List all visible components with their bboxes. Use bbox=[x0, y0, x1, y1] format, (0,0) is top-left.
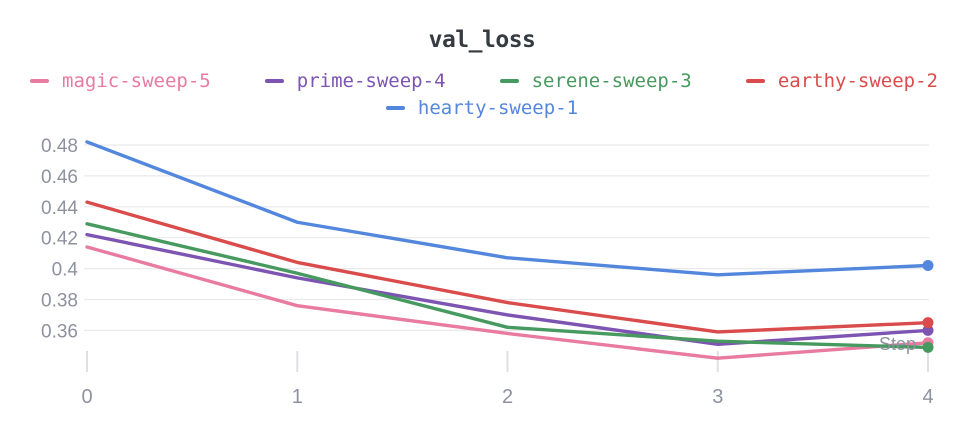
y-axis-tick-label: 0.38 bbox=[41, 291, 78, 312]
legend-item-hearty-sweep-1[interactable]: hearty-sweep-1 bbox=[385, 97, 579, 119]
legend-swatch-icon bbox=[745, 79, 765, 83]
y-axis-tick-label: 0.4 bbox=[52, 260, 79, 281]
legend-item-prime-sweep-4[interactable]: prime-sweep-4 bbox=[264, 70, 446, 92]
legend-item-earthy-sweep-2[interactable]: earthy-sweep-2 bbox=[745, 70, 938, 92]
y-axis-tick-label: 0.44 bbox=[41, 198, 78, 219]
legend-label: earthy-sweep-2 bbox=[777, 70, 938, 92]
series-line-prime-sweep-4[interactable] bbox=[85, 232, 930, 347]
series-endpoint-hearty-sweep-1[interactable] bbox=[922, 260, 934, 272]
x-axis-tick-label: 4 bbox=[922, 386, 933, 408]
series-endpoint-prime-sweep-4[interactable] bbox=[922, 324, 934, 336]
legend-swatch-icon bbox=[499, 79, 519, 83]
legend-label: serene-sweep-3 bbox=[531, 70, 692, 92]
series-endpoint-serene-sweep-3[interactable] bbox=[922, 341, 934, 353]
y-axis-tick-label: 0.36 bbox=[41, 321, 78, 342]
legend-item-serene-sweep-3[interactable]: serene-sweep-3 bbox=[499, 70, 692, 92]
x-axis-tick-label: 3 bbox=[712, 386, 723, 408]
series-line-hearty-sweep-1[interactable] bbox=[85, 140, 930, 277]
series-line-earthy-sweep-2[interactable] bbox=[85, 200, 930, 334]
chart-title: val_loss bbox=[428, 27, 536, 53]
x-axis-tick-label: 0 bbox=[81, 386, 92, 408]
x-axis-title: Step bbox=[879, 334, 916, 354]
legend-swatch-icon bbox=[30, 79, 49, 83]
x-axis-tick-label: 1 bbox=[292, 386, 303, 408]
legend-swatch-icon bbox=[385, 106, 405, 110]
series-endpoint-earthy-sweep-2[interactable] bbox=[922, 317, 934, 329]
series-line-serene-sweep-3[interactable] bbox=[85, 222, 930, 350]
legend-row-2: hearty-sweep-1 bbox=[0, 97, 964, 119]
legend-label: hearty-sweep-1 bbox=[417, 97, 579, 119]
x-axis-tick-label: 2 bbox=[502, 386, 513, 408]
y-axis-tick-label: 0.48 bbox=[41, 136, 78, 157]
legend-label: magic-sweep-5 bbox=[62, 70, 211, 92]
legend-swatch-icon bbox=[264, 79, 284, 83]
legend-item-magic-sweep-5[interactable]: magic-sweep-5 bbox=[30, 70, 211, 92]
y-axis-tick-label: 0.42 bbox=[41, 229, 78, 250]
series-line-magic-sweep-5[interactable] bbox=[85, 245, 930, 360]
y-axis-tick-label: 0.46 bbox=[41, 167, 78, 188]
legend-row-1: magic-sweep-5 prime-sweep-4 serene-sweep-3… bbox=[0, 70, 964, 92]
legend-label: prime-sweep-4 bbox=[296, 70, 446, 92]
